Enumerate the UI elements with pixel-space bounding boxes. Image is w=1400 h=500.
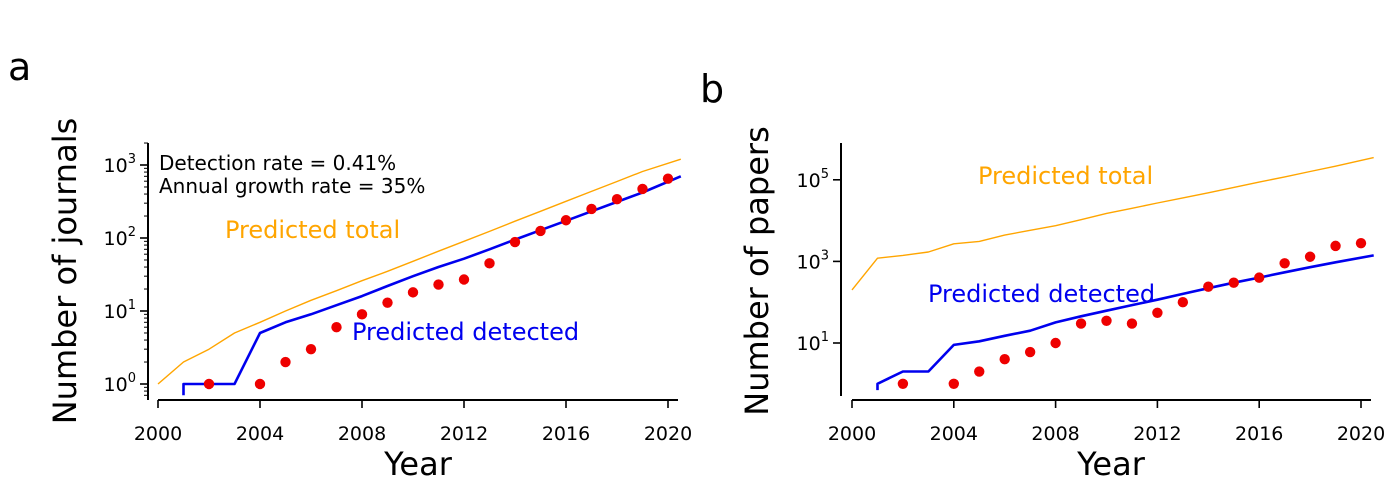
panel-b-ticks: 2000 2004 2008 2012 2016 2020 101 103 105 <box>797 167 1386 445</box>
panel-b-observed-point <box>999 354 1010 365</box>
panel-b: b 2000 2004 2008 2012 2016 2020 101 103 105 Year… <box>700 67 1385 483</box>
panel-b-x-tick-label: 2008 <box>1031 423 1079 445</box>
panel-a-predicted-detected-label: Predicted detected <box>352 318 579 346</box>
panel-a-observed-point <box>535 225 546 237</box>
panel-a-letter: a <box>8 45 31 89</box>
panel-a-predicted-total-label: Predicted total <box>225 216 400 244</box>
panel-a-observed-point <box>637 183 648 195</box>
panel-a-observed-point <box>560 215 572 226</box>
panel-b-observed-point <box>1330 240 1341 252</box>
panel-a-observed-point <box>254 378 266 390</box>
panel-b-x-tick-label: 2012 <box>1133 423 1181 445</box>
panel-a-observed-point <box>280 356 291 368</box>
growth-rate-note: Annual growth rate = 35% <box>159 174 425 198</box>
panel-a-x-tick-label: 2016 <box>542 423 590 445</box>
panel-b-series <box>851 156 1374 391</box>
panel-b-predicted-total-label: Predicted total <box>978 162 1153 190</box>
panel-b-x-tick-label: 2004 <box>930 423 978 445</box>
panel-a-observed-point <box>611 194 623 205</box>
panel-b-observed-point <box>1228 277 1239 288</box>
panel-a-observed-point <box>407 287 419 298</box>
panel-b-observed-point <box>1075 318 1087 329</box>
panel-a-observed-point <box>433 279 444 290</box>
panel-a-x-tick-label: 2012 <box>440 423 488 445</box>
panel-a-y-axis-title: Number of journals <box>46 118 84 425</box>
panel-b-observed-point <box>1101 315 1112 327</box>
panel-b-predicted-total-line <box>851 156 1374 291</box>
panel-a-observed-point <box>586 203 597 215</box>
panel-a-observed-point <box>484 258 495 269</box>
panel-b-x-tick-label: 2020 <box>1337 423 1385 445</box>
panel-b-y-tick-label: 103 <box>797 248 829 273</box>
panel-a-x-tick-label: 2000 <box>134 423 182 445</box>
panel-a-predicted-detected-line <box>182 175 682 396</box>
panel-a-y-tick-label: 101 <box>104 298 136 323</box>
panel-b-observed-point <box>1254 272 1265 283</box>
panel-b-observed-point <box>1355 237 1367 249</box>
panel-b-y-tick-label: 105 <box>797 167 829 192</box>
panel-b-predicted-detected-label: Predicted detected <box>928 280 1155 308</box>
panel-a-predicted-total-line <box>157 158 682 385</box>
panel-b-observed-point <box>948 378 959 389</box>
panel-b-y-axis-title: Number of papers <box>738 126 776 415</box>
panel-a-observed-point <box>382 297 393 308</box>
panel-b-observed-point <box>1152 307 1163 318</box>
panel-a-observed-point <box>305 343 317 355</box>
panel-b-observed-point <box>1126 318 1138 329</box>
panel-a-observed-point <box>203 378 215 390</box>
panel-a-series <box>157 158 682 396</box>
panel-a: a 2000 2004 2008 2012 2016 2020 100 101 102 103 Y… <box>8 45 692 483</box>
panel-b-x-tick-label: 2000 <box>828 423 876 445</box>
panel-a-y-tick-label: 102 <box>104 225 136 250</box>
panel-b-observed-point <box>1024 346 1036 358</box>
panel-b-observed-point <box>1203 281 1214 292</box>
panel-a-observed-point <box>356 309 368 320</box>
panel-a-observed-point <box>662 173 674 184</box>
panel-b-y-tick-label: 101 <box>797 330 829 355</box>
panel-a-observed-point <box>509 236 521 248</box>
panel-a-observed-point <box>458 274 470 285</box>
panel-a-x-tick-label: 2004 <box>236 423 284 445</box>
panel-a-observed-point <box>331 321 342 333</box>
panel-b-observed-point <box>1279 258 1290 269</box>
panel-b-observed-point <box>974 366 985 377</box>
panel-a-y-tick-label: 100 <box>104 371 136 396</box>
panel-b-predicted-detected-line <box>876 254 1374 391</box>
panel-b-observed-point <box>1177 297 1189 308</box>
panel-b-observed-point <box>897 378 909 389</box>
detection-rate-note: Detection rate = 0.41% <box>159 151 396 175</box>
panel-a-x-tick-label: 2008 <box>338 423 386 445</box>
panel-b-letter: b <box>700 67 724 111</box>
panel-a-x-axis-title: Year <box>383 445 453 483</box>
panel-a-x-tick-label: 2020 <box>644 423 692 445</box>
panel-b-observed-point <box>1304 251 1316 262</box>
panel-b-x-axis-title: Year <box>1076 445 1146 483</box>
panel-b-x-tick-label: 2016 <box>1235 423 1283 445</box>
panel-a-y-tick-label: 103 <box>104 152 136 177</box>
panel-b-observed-point <box>1050 337 1061 349</box>
